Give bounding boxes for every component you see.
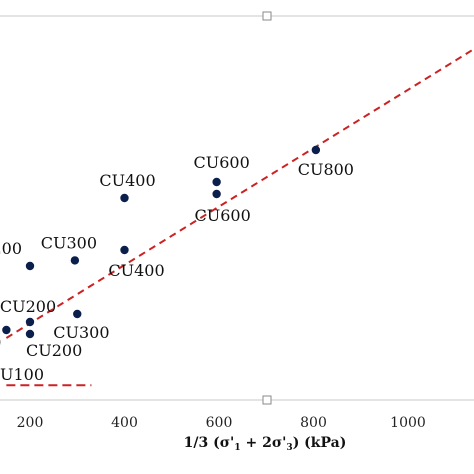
data-points-layer	[2, 145, 321, 339]
x-axis-label-mid: + 2σ'	[241, 435, 287, 451]
point-labels-layer: 50CU200CU200CU200CU300CU300CU400CU400CU6…	[0, 153, 354, 384]
x-tick-label: 200	[17, 415, 44, 431]
data-point-label: CU200	[0, 239, 22, 258]
x-tick-label: 600	[206, 415, 233, 431]
data-point-label: CU300	[41, 233, 97, 252]
data-point-label: CU600	[195, 206, 251, 225]
data-point	[73, 309, 82, 319]
x-axis-label-sub1: 1	[234, 443, 240, 453]
data-point-label: CU300	[53, 323, 109, 342]
selection-handle-bottom[interactable]	[262, 395, 272, 405]
data-point	[25, 261, 35, 271]
x-tick-label: 800	[300, 415, 327, 431]
x-axis-label: 1/3 (σ'1 + 2σ'3) (kPa)	[184, 435, 347, 453]
data-point	[120, 193, 129, 203]
data-point	[120, 245, 129, 255]
trend-line-layer	[5, 47, 474, 387]
x-axis-label-main: 1/3 (σ'	[184, 435, 235, 451]
x-tick-labels: 200 400 600 800 1000	[17, 415, 426, 431]
data-point-label: CU400	[108, 261, 164, 280]
data-point	[212, 177, 221, 187]
data-point-label: 50	[0, 333, 1, 352]
data-point	[25, 329, 35, 339]
data-point-label: CU800	[298, 160, 354, 179]
selection-handle-top[interactable]	[262, 11, 272, 21]
x-tick-label: 400	[111, 415, 138, 431]
x-axis-label-unit: ) (kPa)	[293, 435, 347, 451]
data-point-label: CU200	[0, 297, 56, 316]
data-point	[70, 256, 80, 265]
data-point-label: CU400	[99, 171, 155, 190]
data-point-label: U100	[0, 365, 44, 384]
data-point	[212, 189, 221, 199]
data-point	[311, 145, 321, 155]
data-point-label: CU200	[26, 341, 82, 360]
x-tick-label: 1000	[390, 415, 426, 431]
data-point	[2, 325, 11, 335]
x-axis-label-sub3: 3	[286, 443, 292, 453]
data-point	[25, 317, 35, 327]
data-point-label: CU600	[194, 153, 250, 172]
trend-line	[5, 47, 474, 339]
